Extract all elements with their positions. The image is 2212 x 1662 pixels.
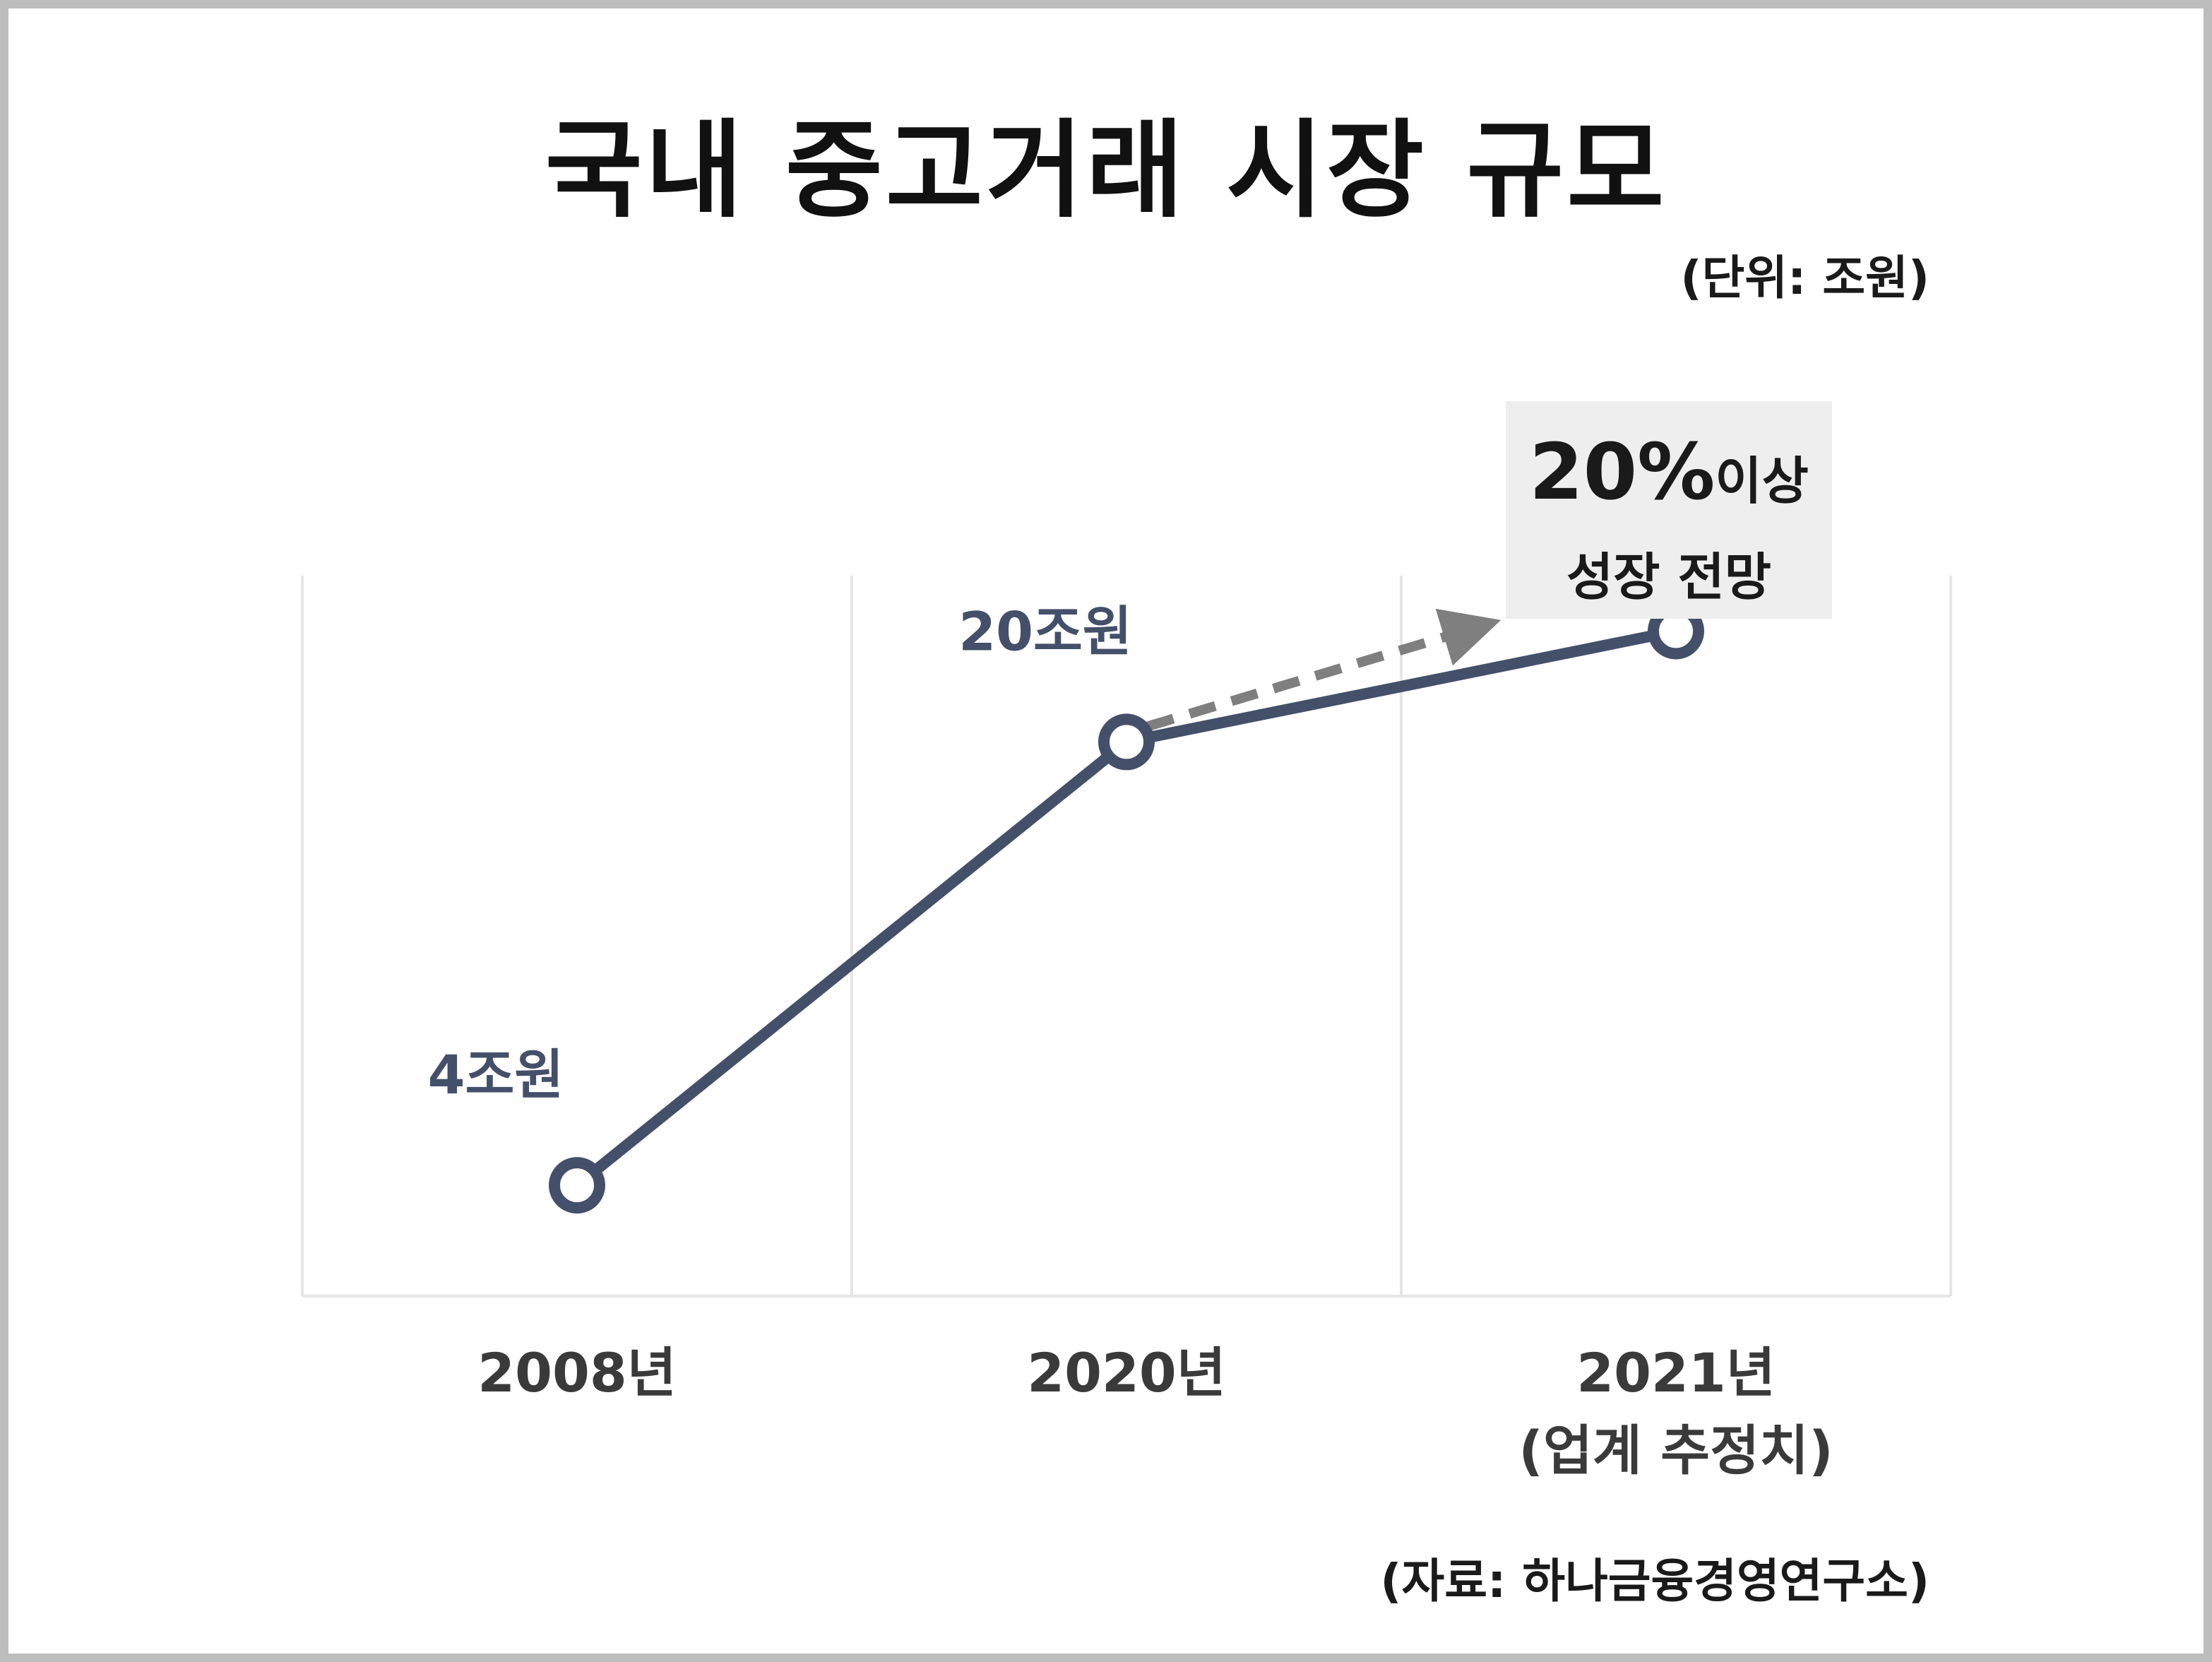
- x-tick-sublabel: (업계 추정치): [1518, 1419, 1833, 1482]
- growth-arrow-line: [1146, 608, 1502, 732]
- callout-value: 20%: [1529, 427, 1716, 517]
- growth-arrow: [1146, 608, 1502, 732]
- source-note: (자료: 하나금융경영연구소): [1380, 1554, 1929, 1608]
- x-tick-label: 2008년: [477, 1341, 676, 1404]
- data-label: 4조원: [428, 1043, 564, 1106]
- grid: [301, 576, 1952, 1298]
- growth-callout: 20%이상 성장 전망: [1506, 401, 1832, 619]
- data-point: [549, 1157, 605, 1214]
- label-group: 2008년 2020년 2021년 (업계 추정치) 4조원 20조원: [428, 600, 1833, 1482]
- data-label: 20조원: [958, 600, 1132, 663]
- x-tick-label: 2021년: [1576, 1341, 1775, 1404]
- data-point: [1098, 713, 1155, 771]
- x-tick-label: 2020년: [1027, 1341, 1225, 1404]
- unit-note: (단위: 조원): [1680, 251, 1929, 305]
- series-line-group: [549, 603, 1704, 1214]
- callout-line2: 성장 전망: [1566, 547, 1772, 607]
- chart-title: 국내 중고거래 시장 규모: [545, 109, 1667, 232]
- callout-suffix: 이상: [1715, 451, 1809, 511]
